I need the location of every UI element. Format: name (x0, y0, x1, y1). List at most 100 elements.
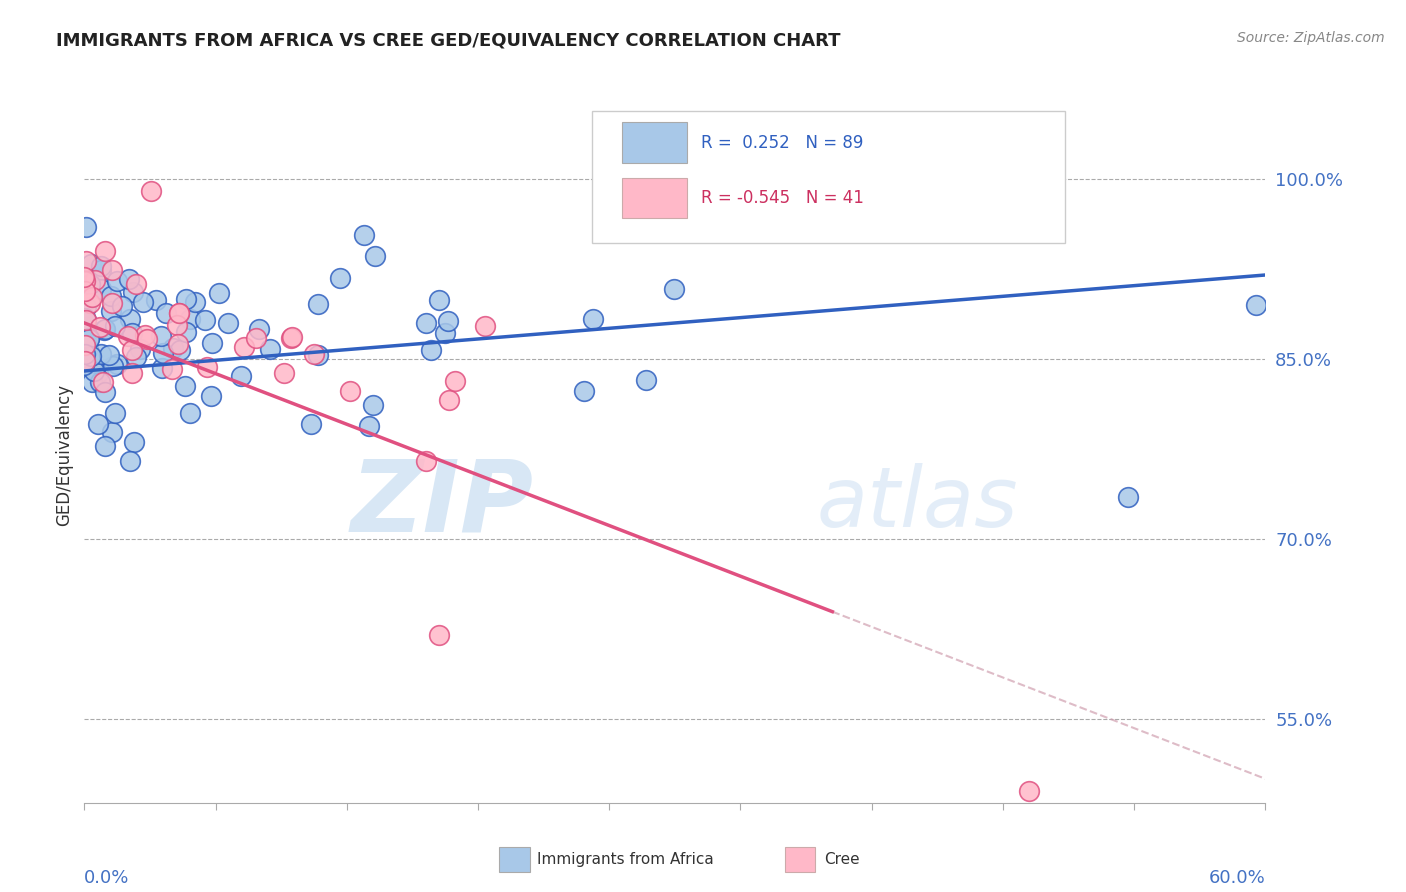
Point (166, 337, 188, 351)
Point (152, 346, 174, 360)
Point (111, 299, 134, 313)
Point (329, 271, 352, 285)
Point (364, 249, 387, 263)
Point (281, 330, 304, 344)
Point (166, 318, 188, 333)
Point (77, 332, 100, 346)
Text: R = -0.545   N = 41: R = -0.545 N = 41 (700, 189, 863, 207)
Point (184, 295, 207, 310)
Point (91, 375, 114, 389)
Point (94, 384, 117, 399)
Point (125, 350, 148, 364)
Point (73, 273, 96, 287)
Point (302, 347, 325, 361)
FancyBboxPatch shape (621, 122, 686, 162)
Point (664, 282, 686, 296)
Point (1244, 298, 1267, 312)
Point (100, 263, 122, 277)
Point (129, 343, 152, 357)
Point (75, 313, 97, 327)
Point (162, 341, 184, 355)
Point (179, 406, 201, 420)
Point (419, 343, 441, 357)
Point (121, 326, 143, 340)
Point (103, 359, 125, 373)
Point (118, 272, 141, 286)
Text: Cree: Cree (824, 853, 859, 867)
Point (94, 322, 117, 336)
Point (118, 312, 141, 326)
Point (86, 365, 108, 379)
Point (245, 331, 267, 345)
Point (90, 263, 112, 277)
Point (444, 374, 467, 388)
Point (437, 392, 460, 407)
Point (79, 277, 101, 292)
Point (75, 326, 97, 341)
Point (122, 285, 145, 299)
Point (136, 332, 159, 346)
Point (195, 359, 218, 374)
Point (75, 219, 97, 234)
Point (73, 347, 96, 361)
Point (160, 362, 183, 376)
Point (139, 184, 162, 198)
Text: Immigrants from Africa: Immigrants from Africa (537, 853, 714, 867)
Point (100, 303, 122, 318)
Point (84, 273, 107, 287)
Point (307, 297, 329, 311)
Point (79, 331, 101, 345)
Point (80, 290, 103, 304)
Text: 0.0%: 0.0% (84, 869, 129, 887)
Point (582, 312, 605, 326)
Point (217, 316, 239, 330)
Point (76, 341, 98, 355)
Point (89, 375, 111, 389)
Point (107, 357, 129, 371)
Point (117, 329, 139, 343)
Point (353, 228, 375, 243)
Point (169, 343, 191, 357)
Point (79, 296, 101, 310)
Point (73, 270, 96, 285)
Point (363, 398, 385, 412)
Text: Source: ZipAtlas.com: Source: ZipAtlas.com (1237, 31, 1385, 45)
Point (232, 340, 254, 354)
Point (105, 274, 128, 288)
Point (80, 257, 103, 271)
Y-axis label: GED/Equivalency: GED/Equivalency (55, 384, 73, 526)
Point (73, 337, 96, 351)
Point (636, 373, 658, 387)
Point (121, 366, 143, 380)
Point (122, 435, 145, 450)
Point (90, 259, 112, 273)
Text: atlas: atlas (817, 463, 1018, 544)
Text: 60.0%: 60.0% (1209, 869, 1265, 887)
Point (194, 313, 217, 327)
Point (167, 306, 190, 320)
Point (145, 293, 167, 307)
Point (89, 320, 111, 334)
Point (80, 289, 103, 303)
Point (474, 319, 496, 334)
Point (90, 282, 112, 296)
Point (307, 348, 329, 362)
Point (121, 343, 143, 358)
Point (118, 454, 141, 468)
Point (155, 306, 177, 320)
Point (357, 418, 380, 433)
Point (75, 274, 97, 288)
Point (75, 312, 97, 326)
Point (149, 329, 172, 343)
Point (200, 389, 222, 403)
Point (94, 439, 117, 453)
Point (98, 347, 121, 361)
Point (124, 277, 146, 292)
Point (87, 366, 110, 380)
Point (1116, 490, 1139, 504)
Point (247, 322, 270, 336)
Point (80, 375, 103, 389)
Point (75, 319, 97, 334)
Point (73, 358, 96, 372)
Point (427, 293, 450, 308)
